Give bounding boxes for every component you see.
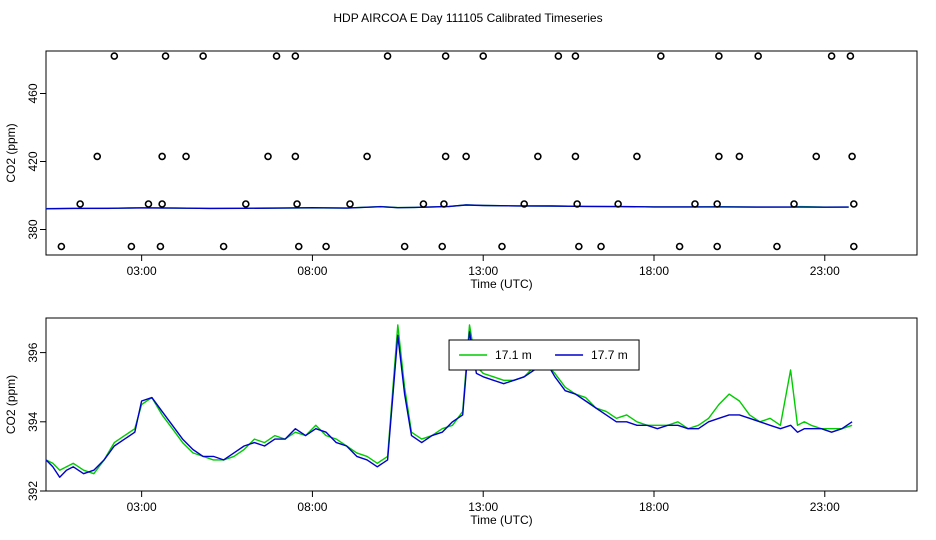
plot-frame xyxy=(45,50,918,256)
data-point xyxy=(571,52,580,60)
data-point xyxy=(144,200,153,208)
y-tick-label: 380 xyxy=(26,219,40,239)
data-point xyxy=(573,200,581,208)
data-point xyxy=(479,52,488,60)
y-tick-label: 392 xyxy=(26,481,40,501)
x-tick-label: 13:00 xyxy=(468,500,498,514)
y-tick-label: 396 xyxy=(26,342,40,362)
data-point xyxy=(440,200,448,208)
data-point xyxy=(110,52,119,60)
data-point xyxy=(264,152,272,161)
data-point xyxy=(675,242,684,251)
y-tick-label: 460 xyxy=(26,83,40,103)
data-point xyxy=(76,200,84,208)
data-point xyxy=(291,152,300,161)
data-point xyxy=(156,242,165,251)
data-point xyxy=(383,52,392,60)
data-point xyxy=(498,242,506,251)
data-point xyxy=(462,152,470,161)
data-point xyxy=(199,52,207,60)
figure-title: HDP AIRCOA E Day 111105 Calibrated Times… xyxy=(333,11,602,25)
plot-frame xyxy=(45,317,918,492)
data-point xyxy=(850,200,858,208)
data-point xyxy=(597,242,605,251)
data-point xyxy=(219,242,228,251)
data-point xyxy=(242,200,250,208)
legend-label-0: 17.1 m xyxy=(495,348,532,362)
data-point xyxy=(182,152,190,161)
data-point xyxy=(322,242,330,251)
data-point xyxy=(400,242,409,251)
x-tick-label: 03:00 xyxy=(127,500,157,514)
series-line-1 xyxy=(45,204,849,210)
data-point xyxy=(158,200,166,208)
y-tick-label: 394 xyxy=(26,411,40,431)
data-point xyxy=(575,242,583,251)
data-point xyxy=(291,52,300,60)
data-point xyxy=(790,200,798,208)
data-point xyxy=(441,152,450,161)
data-point xyxy=(346,200,354,208)
data-point xyxy=(441,52,450,60)
data-point xyxy=(735,152,744,161)
data-point xyxy=(419,200,428,208)
series-line-1 xyxy=(45,331,853,478)
x-tick-label: 23:00 xyxy=(810,500,840,514)
data-point xyxy=(293,200,301,208)
data-point xyxy=(848,152,856,161)
data-point xyxy=(363,152,371,161)
data-point xyxy=(715,52,723,60)
x-tick-label: 08:00 xyxy=(297,500,327,514)
data-point xyxy=(614,200,622,208)
legend-label-1: 17.7 m xyxy=(591,348,628,362)
data-point xyxy=(713,242,721,251)
data-point xyxy=(850,242,858,251)
data-point xyxy=(812,152,821,161)
y-tick-label: 420 xyxy=(26,151,40,171)
data-point xyxy=(272,52,281,60)
data-point xyxy=(773,242,781,251)
data-point xyxy=(93,152,102,161)
data-point xyxy=(161,52,170,60)
data-point xyxy=(571,152,580,161)
data-point xyxy=(534,152,542,161)
data-point xyxy=(691,200,699,208)
x-tick-label: 18:00 xyxy=(639,264,669,278)
data-point xyxy=(294,242,303,251)
x-tick-label: 13:00 xyxy=(468,264,498,278)
y-axis-label: CO2 (ppm) xyxy=(4,375,18,434)
data-point xyxy=(554,52,563,60)
data-point xyxy=(57,242,66,251)
bottom-panel: 03:00 08:00 13:00 18:00 23:00 392 394 396 Time (… xyxy=(4,317,918,527)
data-point xyxy=(846,52,855,60)
data-point xyxy=(158,152,166,161)
x-tick-label: 03:00 xyxy=(127,264,157,278)
data-point xyxy=(633,152,641,161)
top-panel: 03:00 08:00 13:00 18:00 23:00 380 420 460 Time (… xyxy=(4,50,918,291)
data-point xyxy=(438,242,447,251)
x-tick-label: 18:00 xyxy=(639,500,669,514)
x-tick-label: 08:00 xyxy=(297,264,327,278)
y-axis-label: CO2 (ppm) xyxy=(4,123,18,182)
x-axis-label: Time (UTC) xyxy=(470,277,532,291)
data-point xyxy=(713,200,721,208)
data-point xyxy=(715,152,723,161)
data-point xyxy=(520,200,528,208)
data-point xyxy=(827,52,836,60)
data-point xyxy=(127,242,136,251)
data-point xyxy=(657,52,665,60)
data-point xyxy=(754,52,762,60)
x-tick-label: 23:00 xyxy=(810,264,840,278)
x-axis-label: Time (UTC) xyxy=(470,513,532,527)
